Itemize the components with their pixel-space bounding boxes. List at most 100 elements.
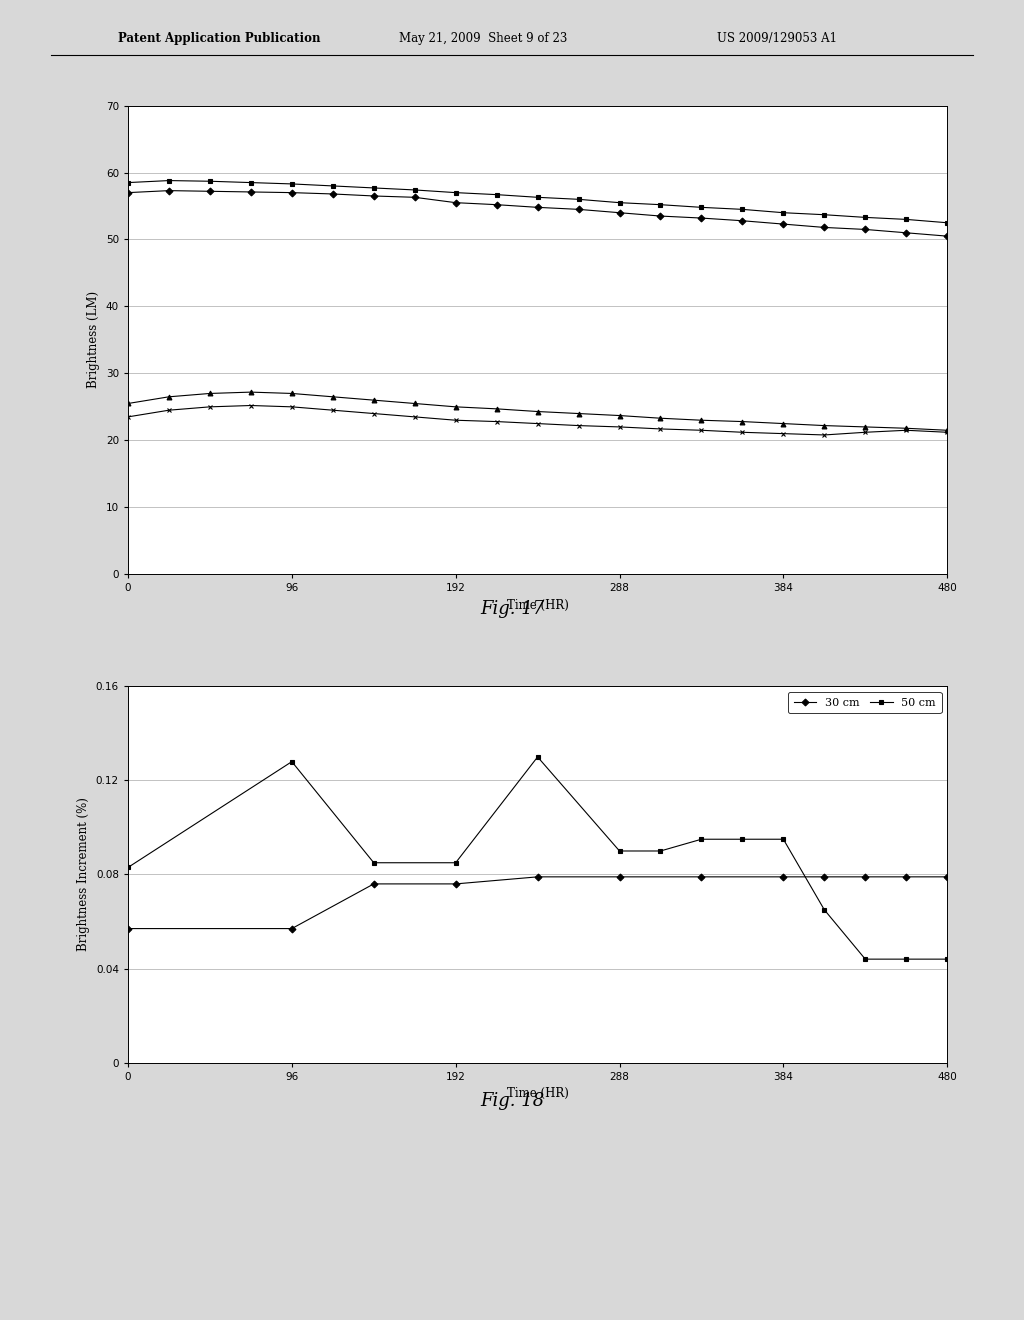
silicone resin 30cm (859, 222, 871, 238)
silicone resin + fluorescent brightening agent 30cm (122, 396, 134, 412)
silicone resin + fluorescent brightening agent 50cm (490, 413, 503, 429)
silicone resin 30cm (613, 205, 626, 220)
silicone resin 30cm (654, 209, 667, 224)
50 cm (859, 952, 871, 968)
50 cm (777, 832, 790, 847)
silicone resin + fluorescent brightening agent 50cm (572, 417, 585, 433)
Text: Fig. 18: Fig. 18 (480, 1092, 544, 1110)
silicone resin 50cm (613, 195, 626, 211)
50 cm (818, 902, 830, 917)
Legend: 30 cm, 50 cm: 30 cm, 50 cm (787, 692, 942, 713)
silicone resin + fluorescent brightening agent 50cm (777, 426, 790, 442)
Line: silicone resin + fluorescent brightening agent 30cm: silicone resin + fluorescent brightening… (126, 389, 949, 433)
Line: silicone resin + fluorescent brightening agent 50cm: silicone resin + fluorescent brightening… (126, 403, 949, 437)
silicone resin 30cm (695, 210, 708, 226)
silicone resin 50cm (572, 191, 585, 207)
silicone resin + fluorescent brightening agent 50cm (613, 418, 626, 434)
silicone resin 30cm (736, 213, 749, 228)
silicone resin + fluorescent brightening agent 50cm (368, 405, 380, 421)
silicone resin + fluorescent brightening agent 30cm (900, 420, 912, 436)
30 cm (122, 920, 134, 936)
silicone resin + fluorescent brightening agent 30cm (572, 405, 585, 421)
silicone resin + fluorescent brightening agent 50cm (531, 416, 544, 432)
silicone resin 50cm (736, 202, 749, 218)
Y-axis label: Brightness (LM): Brightness (LM) (87, 292, 100, 388)
silicone resin + fluorescent brightening agent 50cm (286, 399, 298, 414)
silicone resin 50cm (450, 185, 462, 201)
50 cm (695, 832, 708, 847)
X-axis label: Time (HR): Time (HR) (507, 1088, 568, 1100)
Text: May 21, 2009  Sheet 9 of 23: May 21, 2009 Sheet 9 of 23 (399, 32, 567, 45)
Text: US 2009/129053 A1: US 2009/129053 A1 (717, 32, 837, 45)
30 cm (777, 869, 790, 884)
silicone resin 50cm (818, 207, 830, 223)
silicone resin 50cm (245, 174, 257, 190)
Y-axis label: Brightness Increment (%): Brightness Increment (%) (77, 797, 90, 952)
silicone resin + fluorescent brightening agent 30cm (695, 412, 708, 428)
silicone resin 50cm (122, 174, 134, 190)
silicone resin 50cm (409, 182, 421, 198)
silicone resin 30cm (204, 183, 216, 199)
silicone resin + fluorescent brightening agent 50cm (900, 422, 912, 438)
silicone resin + fluorescent brightening agent 30cm (613, 408, 626, 424)
silicone resin 50cm (859, 210, 871, 226)
silicone resin + fluorescent brightening agent 50cm (409, 409, 421, 425)
silicone resin 50cm (941, 215, 953, 231)
silicone resin 50cm (163, 173, 175, 189)
silicone resin + fluorescent brightening agent 50cm (941, 424, 953, 440)
silicone resin 30cm (818, 219, 830, 235)
silicone resin + fluorescent brightening agent 30cm (327, 389, 339, 405)
silicone resin + fluorescent brightening agent 50cm (450, 412, 462, 428)
30 cm (818, 869, 830, 884)
silicone resin + fluorescent brightening agent 30cm (286, 385, 298, 401)
silicone resin 50cm (327, 178, 339, 194)
silicone resin + fluorescent brightening agent 30cm (818, 417, 830, 433)
X-axis label: Time (HR): Time (HR) (507, 599, 568, 611)
50 cm (531, 748, 544, 764)
silicone resin + fluorescent brightening agent 30cm (368, 392, 380, 408)
silicone resin + fluorescent brightening agent 50cm (204, 399, 216, 414)
50 cm (613, 843, 626, 859)
silicone resin 30cm (122, 185, 134, 201)
30 cm (695, 869, 708, 884)
silicone resin + fluorescent brightening agent 30cm (204, 385, 216, 401)
50 cm (122, 859, 134, 875)
silicone resin 30cm (777, 216, 790, 232)
silicone resin 30cm (368, 187, 380, 203)
Text: Patent Application Publication: Patent Application Publication (118, 32, 321, 45)
silicone resin + fluorescent brightening agent 30cm (163, 389, 175, 405)
30 cm (368, 876, 380, 892)
silicone resin + fluorescent brightening agent 30cm (409, 396, 421, 412)
30 cm (531, 869, 544, 884)
silicone resin 30cm (941, 228, 953, 244)
Line: silicone resin 30cm: silicone resin 30cm (126, 189, 949, 239)
silicone resin + fluorescent brightening agent 30cm (777, 416, 790, 432)
50 cm (286, 754, 298, 770)
silicone resin + fluorescent brightening agent 50cm (327, 403, 339, 418)
silicone resin 50cm (695, 199, 708, 215)
30 cm (613, 869, 626, 884)
silicone resin + fluorescent brightening agent 50cm (163, 403, 175, 418)
silicone resin + fluorescent brightening agent 50cm (245, 397, 257, 413)
silicone resin + fluorescent brightening agent 30cm (450, 399, 462, 414)
50 cm (736, 832, 749, 847)
30 cm (450, 876, 462, 892)
Text: Fig. 17: Fig. 17 (480, 599, 544, 618)
silicone resin + fluorescent brightening agent 30cm (736, 413, 749, 429)
50 cm (450, 855, 462, 871)
silicone resin 50cm (654, 197, 667, 213)
silicone resin + fluorescent brightening agent 30cm (654, 411, 667, 426)
silicone resin 30cm (163, 182, 175, 198)
30 cm (286, 920, 298, 936)
30 cm (941, 869, 953, 884)
silicone resin + fluorescent brightening agent 30cm (531, 404, 544, 420)
Line: 50 cm: 50 cm (126, 755, 949, 961)
silicone resin 30cm (327, 186, 339, 202)
silicone resin 30cm (572, 202, 585, 218)
silicone resin 30cm (531, 199, 544, 215)
50 cm (368, 855, 380, 871)
50 cm (941, 952, 953, 968)
Line: 30 cm: 30 cm (126, 874, 949, 931)
silicone resin 30cm (490, 197, 503, 213)
silicone resin + fluorescent brightening agent 50cm (736, 424, 749, 440)
